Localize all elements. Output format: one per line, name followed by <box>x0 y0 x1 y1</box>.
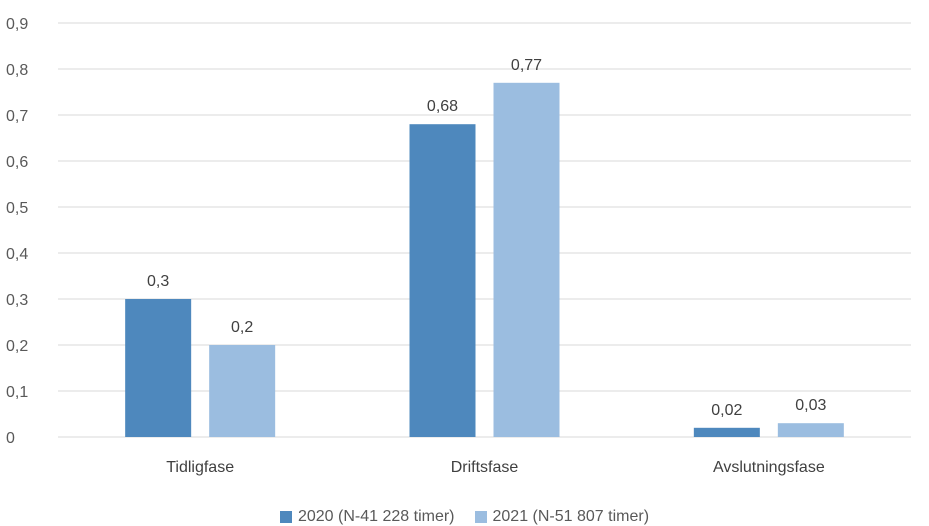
legend-label-2020: 2020 (N-41 228 timer) <box>297 508 455 525</box>
data-label: 0,3 <box>147 273 169 290</box>
legend-swatch-2021 <box>474 511 487 523</box>
bar-chart: 00,10,20,30,40,50,60,70,80,9 0,30,20,680… <box>6 16 911 476</box>
y-tick-label: 0,3 <box>6 292 28 309</box>
y-tick-label: 0,6 <box>6 154 28 171</box>
data-label: 0,2 <box>231 319 253 336</box>
data-labels: 0,3 0,2 0,68 0,77 0,02 0,03 <box>147 57 826 419</box>
y-tick-label: 0,5 <box>6 200 28 217</box>
y-tick-label: 0,2 <box>6 338 28 355</box>
legend-swatch-2020 <box>279 511 292 523</box>
y-axis-tick-labels: 0 0,1 0,2 0,3 0,4 0,5 0,6 0,7 0,8 0,9 <box>6 16 28 447</box>
bar-avslutningsfase-2020 <box>693 427 760 437</box>
bar-avslutningsfase-2021 <box>777 423 844 437</box>
bar-tidligfase-2020 <box>125 299 192 437</box>
bar-driftsfase-2020 <box>409 124 476 437</box>
data-label: 0,03 <box>795 397 826 414</box>
bar-tidligfase-2021 <box>209 345 276 437</box>
legend-item-2021: 2021 (N-51 807 timer) <box>474 508 650 526</box>
data-label: 0,68 <box>427 98 458 115</box>
data-label: 0,02 <box>711 402 742 419</box>
legend-item-2020: 2020 (N-41 228 timer) <box>279 508 455 526</box>
x-category-label: Tidligfase <box>166 459 234 476</box>
x-category-label: Driftsfase <box>451 459 519 476</box>
x-category-label: Avslutningsfase <box>713 459 825 476</box>
y-tick-label: 0,7 <box>6 108 28 125</box>
gridlines <box>58 22 911 438</box>
data-label: 0,77 <box>511 57 542 74</box>
y-tick-label: 0,9 <box>6 16 28 33</box>
y-tick-label: 0,4 <box>6 246 28 263</box>
bars <box>125 82 844 438</box>
x-axis-category-labels: Tidligfase Driftsfase Avslutningsfase <box>166 459 825 476</box>
legend: 2020 (N-41 228 timer) 2021 (N-51 807 tim… <box>0 508 929 526</box>
legend-label-2021: 2021 (N-51 807 timer) <box>492 508 650 525</box>
y-tick-label: 0,8 <box>6 62 28 79</box>
bar-driftsfase-2021 <box>493 82 560 438</box>
y-tick-label: 0 <box>6 430 15 447</box>
y-tick-label: 0,1 <box>6 384 28 401</box>
